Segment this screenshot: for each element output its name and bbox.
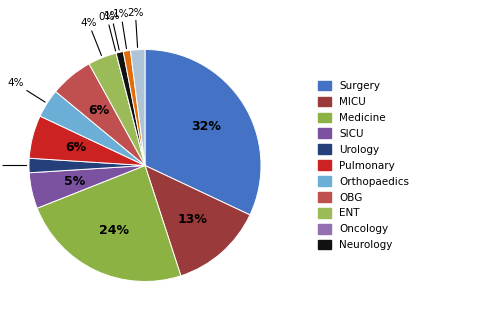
Wedge shape [37,166,181,281]
Wedge shape [116,53,145,166]
Text: 0%: 0% [98,12,116,51]
Wedge shape [29,166,145,208]
Wedge shape [145,166,250,276]
Text: 5%: 5% [64,175,86,188]
Text: 4%: 4% [8,78,45,102]
Text: 6%: 6% [65,141,86,154]
Text: 1%: 1% [104,11,120,50]
Text: 13%: 13% [178,213,208,226]
Text: 2%: 2% [127,8,144,47]
Wedge shape [89,53,145,166]
Text: 24%: 24% [100,224,130,237]
Legend: Surgery, MICU, Medicine, SICU, Urology, Pulmonary, Orthopaedics, OBG, ENT, Oncol: Surgery, MICU, Medicine, SICU, Urology, … [318,80,409,251]
Text: 32%: 32% [191,120,220,133]
Text: 6%: 6% [88,104,110,117]
Text: 2%: 2% [0,161,26,170]
Wedge shape [56,64,145,166]
Wedge shape [40,92,145,166]
Wedge shape [29,116,145,166]
Wedge shape [124,50,145,166]
Wedge shape [145,50,261,215]
Text: 1%: 1% [113,9,130,49]
Text: 4%: 4% [80,18,102,56]
Wedge shape [130,50,145,166]
Wedge shape [116,52,145,166]
Wedge shape [29,158,145,173]
